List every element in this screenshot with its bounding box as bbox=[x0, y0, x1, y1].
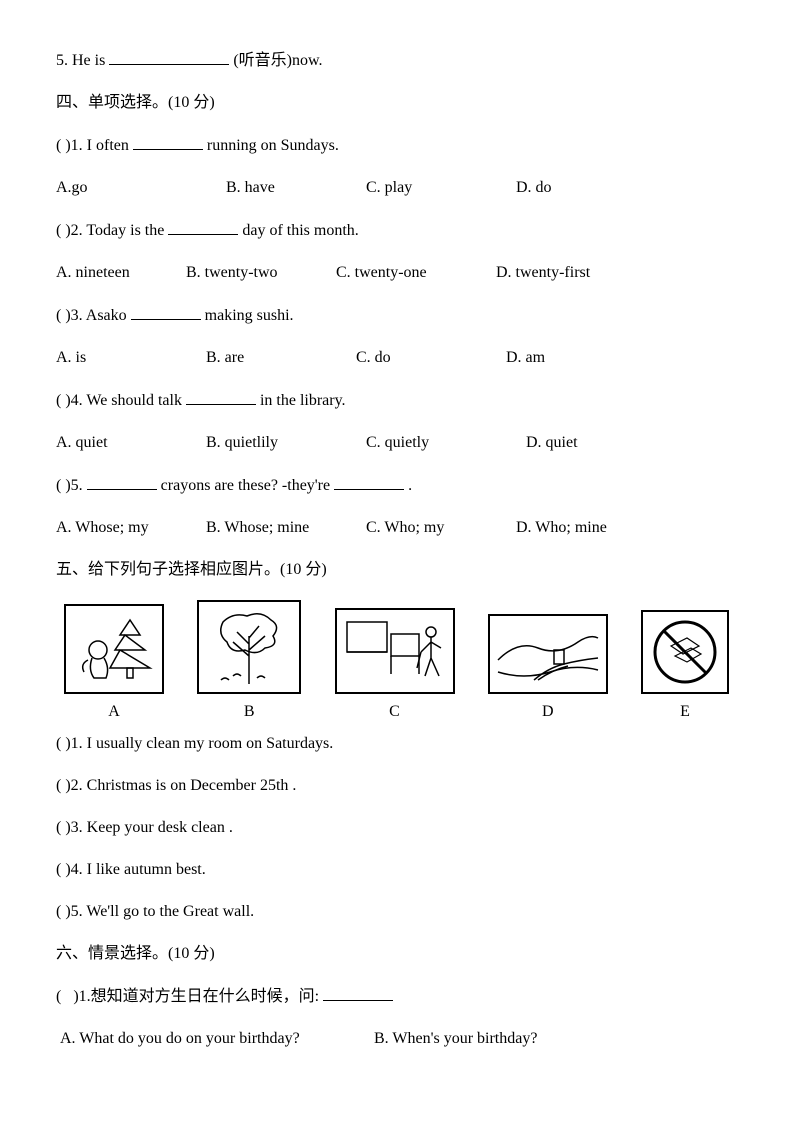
answer-paren[interactable]: ( bbox=[56, 732, 61, 756]
section-6-title: 六、情景选择。(10 分) bbox=[56, 942, 737, 966]
option-d[interactable]: D. am bbox=[506, 346, 606, 370]
sec5-q1: ( )1. I usually clean my room on Saturda… bbox=[56, 732, 737, 756]
section-4-title: 四、单项选择。(10 分) bbox=[56, 91, 737, 115]
option-a[interactable]: A. is bbox=[56, 346, 206, 370]
image-e-prohibited-icon bbox=[641, 610, 729, 694]
sec5-q4: ( )4. I like autumn best. bbox=[56, 858, 737, 882]
q5-hint: (听音乐)now. bbox=[233, 52, 322, 69]
option-a[interactable]: A. Whose; my bbox=[56, 516, 206, 540]
image-d-great-wall-icon bbox=[488, 614, 608, 694]
option-c[interactable]: C. quietly bbox=[366, 431, 526, 455]
image-label-c: C bbox=[389, 700, 400, 724]
option-c[interactable]: C. do bbox=[356, 346, 506, 370]
answer-paren[interactable]: ( bbox=[56, 985, 69, 1009]
option-b[interactable]: B. Whose; mine bbox=[206, 516, 366, 540]
option-b[interactable]: B. quietlily bbox=[206, 431, 366, 455]
image-cell-b: B bbox=[197, 600, 301, 724]
option-a[interactable]: A. quiet bbox=[56, 431, 206, 455]
option-d[interactable]: D. Who; mine bbox=[516, 516, 646, 540]
answer-paren[interactable]: ( bbox=[56, 774, 61, 798]
q5-prefix: 5. He is bbox=[56, 52, 105, 69]
fill-in-q5: 5. He is (听音乐)now. bbox=[56, 48, 737, 73]
q5-blank[interactable] bbox=[109, 48, 229, 65]
sec4-q1-stem: ( )1. I often running on Sundays. bbox=[56, 133, 737, 158]
image-cell-e: E bbox=[641, 610, 729, 724]
sec4-q4-stem: ( )4. We should talk in the library. bbox=[56, 388, 737, 413]
sec5-image-row: A B bbox=[56, 600, 737, 724]
image-b-autumn-tree-icon bbox=[197, 600, 301, 694]
option-b[interactable]: B. When's your birthday? bbox=[374, 1027, 537, 1051]
section-5-title: 五、给下列句子选择相应图片。(10 分) bbox=[56, 558, 737, 582]
sec5-q3: ( )3. Keep your desk clean . bbox=[56, 816, 737, 840]
sec4-q5-options: A. Whose; my B. Whose; mine C. Who; my D… bbox=[56, 516, 737, 540]
blank[interactable] bbox=[168, 218, 238, 235]
sec5-q2: ( )2. Christmas is on December 25th . bbox=[56, 774, 737, 798]
option-b[interactable]: B. have bbox=[226, 176, 366, 200]
image-cell-a: A bbox=[64, 604, 164, 724]
image-label-d: D bbox=[542, 700, 554, 724]
option-d[interactable]: D. twenty-first bbox=[496, 261, 636, 285]
blank[interactable] bbox=[323, 984, 393, 1001]
answer-paren[interactable]: ( bbox=[56, 304, 61, 328]
option-b[interactable]: B. are bbox=[206, 346, 356, 370]
answer-paren[interactable]: ( bbox=[56, 900, 61, 924]
image-a-santa-tree-icon bbox=[64, 604, 164, 694]
sec4-q2-stem: ( )2. Today is the day of this month. bbox=[56, 218, 737, 243]
option-b[interactable]: B. twenty-two bbox=[186, 261, 336, 285]
answer-paren[interactable]: ( bbox=[56, 858, 61, 882]
image-cell-d: D bbox=[488, 614, 608, 724]
sec5-q5: ( )5. We'll go to the Great wall. bbox=[56, 900, 737, 924]
option-a[interactable]: A. What do you do on your birthday? bbox=[60, 1027, 370, 1051]
sec6-q1-stem: ( )1.想知道对方生日在什么时候，问: bbox=[56, 984, 737, 1009]
option-a[interactable]: A. nineteen bbox=[56, 261, 186, 285]
option-c[interactable]: C. twenty-one bbox=[336, 261, 496, 285]
sec4-q5-stem: ( )5. crayons are these? -they're . bbox=[56, 473, 737, 498]
option-d[interactable]: D. quiet bbox=[526, 431, 646, 455]
sec4-q1-options: A.go B. have C. play D. do bbox=[56, 176, 737, 200]
option-c[interactable]: C. play bbox=[366, 176, 516, 200]
option-d[interactable]: D. do bbox=[516, 176, 616, 200]
image-c-clean-room-icon bbox=[335, 608, 455, 694]
blank[interactable] bbox=[186, 388, 256, 405]
answer-paren[interactable]: ( bbox=[56, 474, 61, 498]
sec4-q4-options: A. quiet B. quietlily C. quietly D. quie… bbox=[56, 431, 737, 455]
blank[interactable] bbox=[334, 473, 404, 490]
sec4-q3-stem: ( )3. Asako making sushi. bbox=[56, 303, 737, 328]
image-cell-c: C bbox=[335, 608, 455, 724]
image-label-e: E bbox=[680, 700, 690, 724]
sec4-q3-options: A. is B. are C. do D. am bbox=[56, 346, 737, 370]
blank[interactable] bbox=[131, 303, 201, 320]
option-c[interactable]: C. Who; my bbox=[366, 516, 516, 540]
answer-paren[interactable]: ( bbox=[56, 219, 61, 243]
answer-paren[interactable]: ( bbox=[56, 389, 61, 413]
image-label-b: B bbox=[244, 700, 255, 724]
sec4-q2-options: A. nineteen B. twenty-two C. twenty-one … bbox=[56, 261, 737, 285]
answer-paren[interactable]: ( bbox=[56, 816, 61, 840]
image-label-a: A bbox=[108, 700, 120, 724]
option-a[interactable]: A.go bbox=[56, 176, 226, 200]
blank[interactable] bbox=[87, 473, 157, 490]
answer-paren[interactable]: ( bbox=[56, 134, 61, 158]
sec6-q1-options: A. What do you do on your birthday? B. W… bbox=[56, 1027, 737, 1051]
blank[interactable] bbox=[133, 133, 203, 150]
